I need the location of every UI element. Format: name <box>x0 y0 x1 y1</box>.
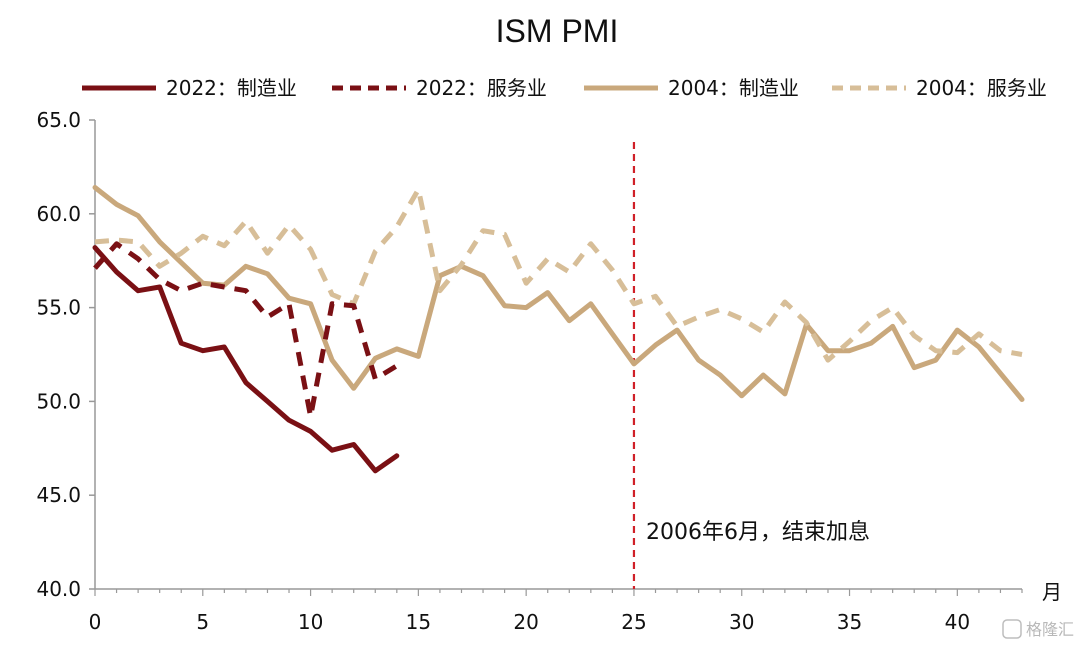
x-tick-label: 15 <box>406 610 431 634</box>
x-tick-label: 30 <box>729 610 754 634</box>
series-line-0 <box>92 245 400 474</box>
chart-title: ISM PMI <box>496 13 619 49</box>
x-tick-label: 5 <box>196 610 209 634</box>
watermark-logo-icon <box>1002 619 1022 639</box>
axes: 40.0 45.0 50.0 55.0 60.0 65.0 0 5 10 15 20 25 30 35 40… <box>36 108 1062 634</box>
x-axis-label: 月 <box>1042 580 1062 604</box>
y-tick-label: 40.0 <box>36 577 81 601</box>
x-tick-label: 35 <box>837 610 862 634</box>
x-tick-label: 20 <box>513 610 538 634</box>
x-tick-label: 0 <box>89 610 102 634</box>
series-line-3 <box>94 186 1023 363</box>
legend: 2022：制造业 2022：服务业 2004：制造业 2004：服务业 <box>82 76 1047 100</box>
x-tick-label: 25 <box>621 610 646 634</box>
watermark-text: 格隆汇 <box>1026 620 1074 639</box>
y-tick-label: 45.0 <box>36 483 81 507</box>
series-line-2 <box>92 185 1025 402</box>
legend-label-3: 2004：服务业 <box>916 76 1047 100</box>
legend-label-0: 2022：制造业 <box>166 76 297 100</box>
y-tick-label: 50.0 <box>36 389 81 413</box>
y-tick-label: 60.0 <box>36 202 81 226</box>
annotation-label: 2006年6月，结束加息 <box>646 520 870 545</box>
annotation-layer: 2006年6月，结束加息 <box>632 142 870 589</box>
x-tick-label: 40 <box>945 610 970 634</box>
y-tick-label: 55.0 <box>36 296 81 320</box>
legend-label-1: 2022：服务业 <box>416 76 547 100</box>
watermark: 格隆汇 <box>1002 619 1074 639</box>
y-tick-label: 65.0 <box>36 108 81 132</box>
x-tick-label: 10 <box>298 610 323 634</box>
legend-label-2: 2004：制造业 <box>668 76 799 100</box>
series-line-1 <box>93 241 399 419</box>
series-layer <box>92 185 1025 474</box>
